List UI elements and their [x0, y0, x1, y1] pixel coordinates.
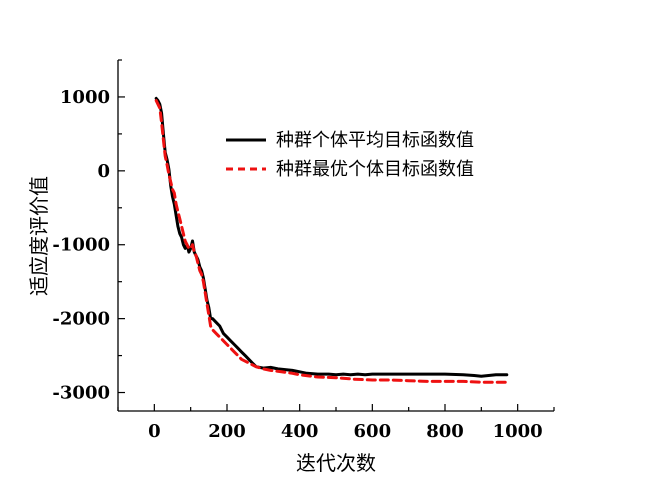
x-tick-label: 800 [426, 421, 464, 442]
series-line-2 [154, 99, 509, 384]
x-tick-label: 0 [148, 421, 161, 442]
series-layer [154, 96, 509, 384]
axes: 0 200 400 600 800 1000 -3000 -2000 -1000 0 1000 [52, 59, 555, 442]
y-tick-label: 1000 [60, 87, 110, 108]
legend-label-2: 种群最优个体目标函数值 [276, 159, 474, 180]
x-tick-label: 1000 [493, 421, 543, 442]
y-tick-label: -3000 [52, 383, 110, 404]
series-line-1 [154, 96, 509, 378]
x-tick-label: 400 [281, 421, 319, 442]
x-axis-label: 迭代次数 [296, 451, 376, 475]
x-tick-label: 600 [354, 421, 392, 442]
y-tick-label: -1000 [52, 235, 110, 256]
legend-label-1: 种群个体平均目标函数值 [276, 130, 474, 151]
y-tick-label: -2000 [52, 309, 110, 330]
y-tick-label: 0 [97, 161, 110, 182]
x-tick-label: 200 [208, 421, 246, 442]
legend: 种群个体平均目标函数值 种群最优个体目标函数值 [226, 130, 474, 180]
y-axis-label: 适应度评价值 [27, 176, 51, 296]
